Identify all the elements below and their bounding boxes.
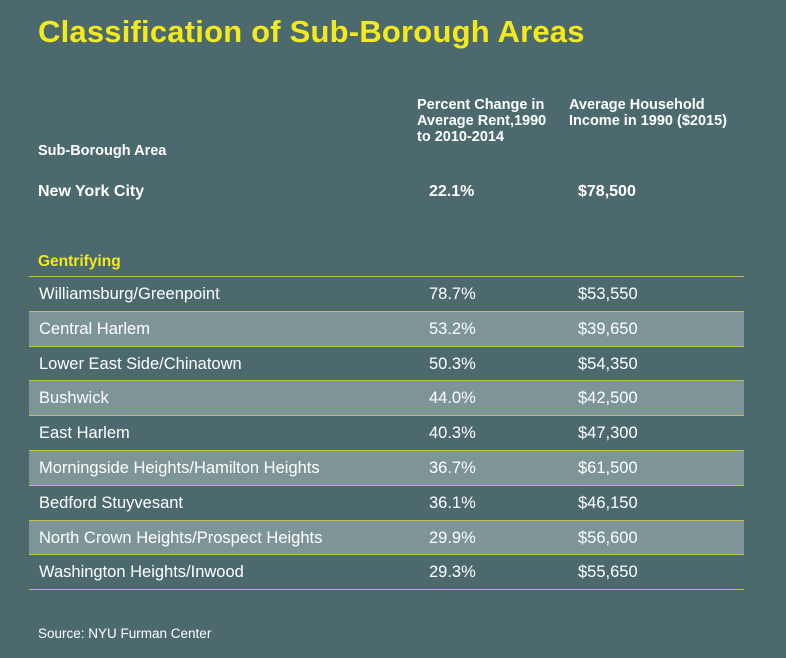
summary-income: $78,500	[578, 183, 636, 200]
cell-income: $54,350	[578, 354, 638, 373]
cell-rent-change: 50.3%	[429, 354, 476, 373]
cell-rent-change: 40.3%	[429, 424, 476, 443]
cell-area: North Crown Heights/Prospect Heights	[39, 528, 323, 547]
table-row: Lower East Side/Chinatown 50.3% $54,350	[29, 347, 744, 382]
cell-rent-change: 78.7%	[429, 285, 476, 303]
cell-rent-change: 53.2%	[429, 319, 476, 338]
cell-area: Lower East Side/Chinatown	[39, 354, 242, 373]
table-row: Morningside Heights/Hamilton Heights 36.7…	[29, 450, 744, 486]
column-header-income: Average Household Income in 1990 ($2015)	[569, 97, 727, 129]
cell-rent-change: 29.9%	[429, 528, 476, 547]
column-header-rent-change: Percent Change in Average Rent,1990 to 2…	[417, 97, 547, 145]
cell-area: Morningside Heights/Hamilton Heights	[39, 458, 320, 477]
cell-area: East Harlem	[39, 424, 130, 443]
cell-area: Bedford Stuyvesant	[39, 493, 184, 512]
cell-income: $47,300	[578, 424, 638, 443]
table-row: East Harlem 40.3% $47,300	[29, 416, 744, 451]
table-row: Central Harlem 53.2% $39,650	[29, 311, 744, 347]
cell-income: $42,500	[578, 389, 638, 408]
cell-area: Bushwick	[39, 389, 109, 408]
table-row: Bushwick 44.0% $42,500	[29, 381, 744, 417]
cell-income: $39,650	[578, 319, 638, 338]
source-note: Source: NYU Furman Center	[38, 626, 212, 641]
cell-area: Washington Heights/Inwood	[39, 563, 244, 582]
cell-income: $46,150	[578, 493, 638, 512]
table-row: Washington Heights/Inwood 29.3% $55,650	[29, 555, 744, 591]
column-header-area: Sub-Borough Area	[38, 143, 167, 159]
cell-income: $55,650	[578, 563, 638, 582]
cell-area: Central Harlem	[39, 319, 150, 338]
summary-area: New York City	[38, 183, 145, 200]
table-row: Williamsburg/Greenpoint 78.7% $53,550	[29, 277, 744, 312]
table-row: Bedford Stuyvesant 36.1% $46,150	[29, 486, 744, 521]
chart-title: Classification of Sub-Borough Areas	[38, 14, 585, 49]
cell-income: $53,550	[578, 285, 638, 303]
cell-rent-change: 36.1%	[429, 493, 476, 512]
summary-rent-change: 22.1%	[429, 183, 475, 200]
cell-area: Williamsburg/Greenpoint	[39, 285, 220, 303]
table-row: North Crown Heights/Prospect Heights 29.9…	[29, 520, 744, 556]
cell-income: $61,500	[578, 458, 638, 477]
cell-rent-change: 36.7%	[429, 458, 476, 477]
data-table: Williamsburg/Greenpoint 78.7% $53,550 Centr…	[29, 276, 744, 591]
cell-rent-change: 44.0%	[429, 389, 476, 408]
cell-rent-change: 29.3%	[429, 563, 476, 582]
section-label: Gentrifying	[38, 253, 121, 270]
cell-income: $56,600	[578, 528, 638, 547]
